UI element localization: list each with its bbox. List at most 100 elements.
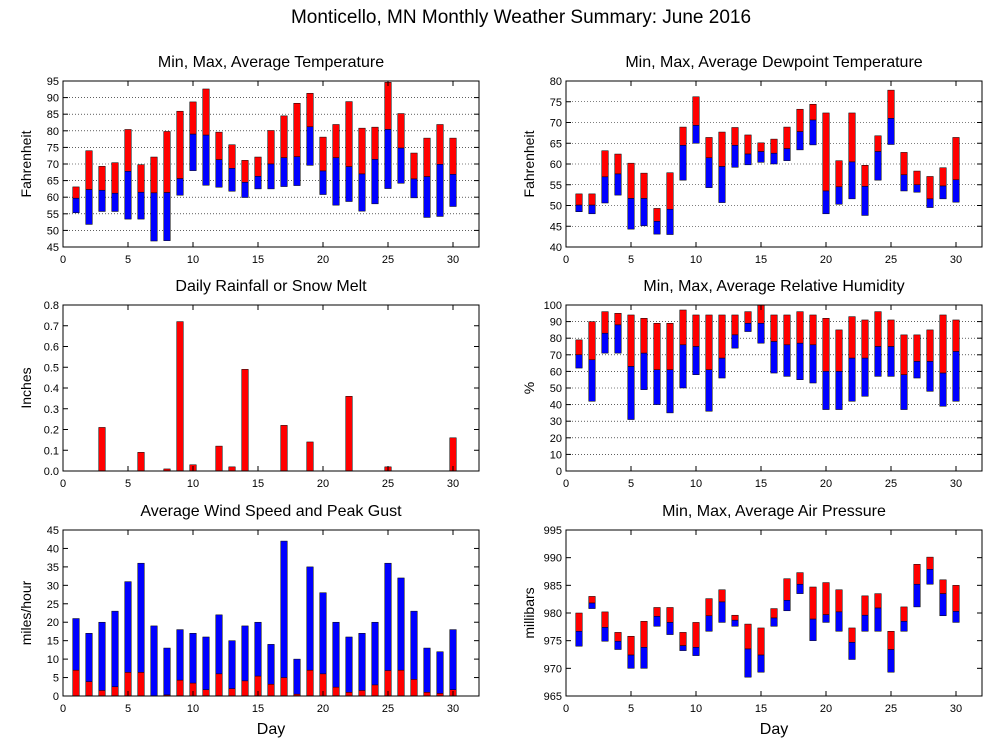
humidity-xtick-label: 5 [628, 478, 634, 490]
temp-ytick-label: 60 [47, 192, 59, 204]
wind-gust-bar [332, 621, 340, 697]
humidity-ytick-label: 70 [550, 350, 562, 362]
humidity-lower-bar [614, 324, 622, 354]
dewpoint-lower-bar [614, 173, 622, 196]
rain-ytick-label: 0.8 [44, 300, 59, 312]
pressure-xlabel: Day [760, 721, 788, 738]
humidity-upper-bar [913, 334, 921, 362]
wind-avg-bar [358, 690, 366, 697]
pressure-upper-bar [653, 607, 661, 617]
temp-upper-bar [202, 88, 210, 136]
pressure-lower-bar [744, 648, 752, 678]
wind-gust-bar [293, 658, 301, 697]
dewpoint-xtick-label: 15 [755, 254, 767, 266]
temp-title: Min, Max, Average Temperature [158, 54, 384, 71]
temp-lower-bar [202, 134, 210, 186]
temp-xtick-label: 25 [382, 254, 394, 266]
humidity-xtick-label: 0 [563, 478, 569, 490]
humidity-lower-bar [783, 344, 791, 377]
dewpoint-upper-bar [783, 126, 791, 149]
wind-gust-bar [280, 540, 288, 697]
pressure-xtick-label: 5 [628, 703, 634, 715]
humidity-lower-bar [952, 351, 960, 402]
humidity-lower-bar [861, 357, 869, 397]
pressure-upper-bar [783, 578, 791, 601]
rain-ytick-label: 0.0 [44, 466, 59, 478]
temp-ytick-label: 55 [47, 209, 59, 221]
pressure-lower-bar [718, 601, 726, 623]
wind-avg-bar [332, 686, 340, 697]
humidity-upper-bar [783, 314, 791, 346]
humidity-lower-bar [926, 361, 934, 392]
pressure-lower-bar [614, 640, 622, 650]
humidity-lower-bar [718, 357, 726, 379]
temp-upper-bar [228, 144, 236, 169]
rain-xtick-label: 10 [187, 478, 199, 490]
temp-lower-bar [332, 157, 340, 206]
temp-lower-bar [85, 189, 93, 225]
temp-lower-bar [150, 192, 158, 242]
temp-upper-bar [85, 150, 93, 190]
dewpoint-lower-bar [627, 198, 635, 230]
temp-upper-bar [189, 101, 197, 135]
wind-avg-bar [241, 680, 249, 697]
dewpoint-lower-bar [679, 145, 687, 181]
pressure-lower-bar [731, 619, 739, 627]
pressure-lower-bar [666, 622, 674, 635]
temp-upper-bar [267, 130, 275, 165]
wind-avg-bar [306, 669, 314, 697]
temp-ytick-label: 70 [47, 159, 59, 171]
wind-avg-bar [137, 672, 145, 697]
temp-upper-bar [423, 137, 431, 177]
wind-gust-bar [163, 647, 171, 697]
temp-lower-bar [397, 147, 405, 184]
pressure-ytick-label: 965 [544, 691, 562, 703]
wind-avg-bar [397, 669, 405, 697]
wind-gust-bar [436, 651, 444, 697]
humidity-upper-bar [601, 311, 609, 334]
pressure-xtick-label: 15 [755, 703, 767, 715]
dewpoint-upper-bar [718, 131, 726, 167]
temp-lower-bar [436, 164, 444, 217]
dewpoint-lower-bar [575, 204, 583, 212]
rain-ytick-label: 0.4 [44, 383, 59, 395]
dewpoint-lower-bar [692, 125, 700, 144]
pressure-lower-bar [952, 611, 960, 623]
wind-avg-bar [85, 681, 93, 697]
pressure-lower-bar [679, 645, 687, 651]
pressure-lower-bar [913, 583, 921, 608]
pressure-lower-bar [939, 593, 947, 617]
dewpoint-upper-bar [731, 127, 739, 146]
wind-xtick-label: 20 [317, 703, 329, 715]
wind-xtick-label: 5 [125, 703, 131, 715]
rain-xtick-label: 20 [317, 478, 329, 490]
rain-bar [176, 321, 184, 472]
dewpoint-upper-bar [640, 172, 648, 199]
wind-ytick-label: 30 [47, 580, 59, 592]
rain-bar [98, 427, 106, 472]
pressure-lower-bar [809, 618, 817, 641]
dewpoint-lower-bar [757, 151, 765, 163]
wind-avg-bar [215, 673, 223, 697]
pressure-lower-bar [874, 607, 882, 632]
dewpoint-ytick-label: 75 [550, 97, 562, 109]
wind-xtick-label: 30 [447, 703, 459, 715]
page-title: Monticello, MN Monthly Weather Summary: … [291, 7, 751, 28]
humidity-upper-bar [848, 316, 856, 359]
temp-upper-bar [449, 137, 457, 175]
temp-lower-bar [267, 163, 275, 190]
wind-gust-bar [423, 647, 431, 697]
humidity-ytick-label: 90 [550, 317, 562, 329]
temp-xtick-label: 5 [125, 254, 131, 266]
wind-gust-bar [111, 610, 119, 697]
pressure-lower-bar [653, 616, 661, 627]
dewpoint-ytick-label: 65 [550, 138, 562, 150]
dewpoint-lower-bar [952, 179, 960, 203]
dewpoint-xtick-label: 5 [628, 254, 634, 266]
temp-xtick-label: 30 [447, 254, 459, 266]
humidity-upper-bar [588, 321, 596, 361]
dewpoint-lower-bar [705, 157, 713, 188]
temp-xtick-label: 15 [252, 254, 264, 266]
pressure-lower-bar [835, 611, 843, 632]
dewpoint-lower-bar [783, 148, 791, 161]
